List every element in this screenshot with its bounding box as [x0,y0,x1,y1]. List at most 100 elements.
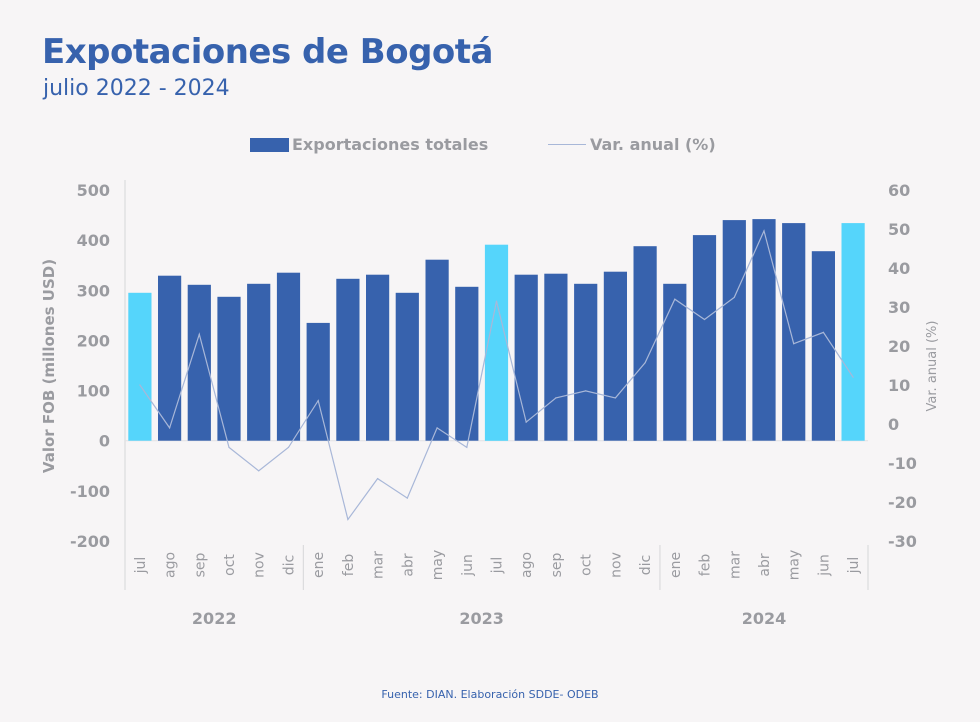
bar-series [128,219,865,441]
bar-abr-9 [395,292,419,441]
bar-sep-14 [544,273,568,441]
y-left-tick-label: 400 [77,231,110,250]
y-axis-left-title: Valor FOB (millones USD) [40,259,58,473]
bar-sep-2 [187,284,211,441]
bar-abr-21 [752,219,776,441]
x-tick-label: may [430,550,446,581]
bar-mar-20 [722,220,746,441]
y-axis-right-title: Var. anual (%) [925,321,940,412]
line-point-8 [377,478,379,480]
x-tick-label: sep [192,552,208,577]
line-point-15 [585,390,587,392]
x-tick-label: dic [638,555,654,575]
line-point-16 [614,397,617,399]
bar-feb-19 [692,235,717,441]
bar-jul-24 [841,223,865,441]
x-tick-label: ago [163,552,179,578]
y-axis-right: 60 50 40 30 20 10 0 -10 -20 -30 [888,181,917,551]
line-point-22 [793,343,795,345]
bar-oct-3 [217,296,241,441]
line-point-1 [169,427,171,429]
x-tick-label: nov [608,552,624,578]
line-point-7 [347,518,349,521]
line-point-21 [763,230,765,232]
legend-bar-swatch [250,137,289,152]
x-tick-label: mar [371,551,387,579]
x-tick-label: nov [252,552,268,578]
x-tick-label: oct [222,554,238,576]
chart-title: Expotaciones de Bogotá [42,32,493,72]
x-tick-label: feb [341,554,357,577]
bar-mar-8 [366,274,390,441]
bar-nov-16 [603,271,627,441]
y-left-tick-label: 0 [99,432,110,451]
y-left-tick-label: 200 [77,331,110,350]
x-tick-label: sep [549,552,565,577]
y-axis-left: 500 400 300 200 100 0 -100 -200 [70,181,110,551]
x-tick-label: abr [757,553,773,576]
line-point-17 [644,362,646,364]
y-left-tick-label: 100 [77,382,110,401]
x-tick-label: may [787,550,803,581]
chart-subtitle: julio 2022 - 2024 [43,76,230,101]
x-tick-label: ene [668,552,684,578]
bar-jul-12 [484,244,509,441]
line-series [139,229,854,521]
x-tick-label: jul [846,557,862,575]
line-point-18 [674,298,676,300]
bar-dic-5 [276,272,301,441]
line-point-3 [228,446,230,448]
bar-dic-17 [633,246,657,441]
y-left-tick-label: -200 [70,532,110,551]
x-tick-label: jul [490,557,506,575]
legend-item-exportaciones: Exportaciones totales [250,135,488,154]
bar-may-22 [782,223,806,441]
x-tick-label: jul [133,557,149,575]
bar-feb-7 [336,278,360,441]
line-point-12 [495,300,498,302]
bar-oct-15 [574,283,598,441]
legend-line-swatch [548,144,586,145]
bar-jun-11 [455,286,479,441]
line-point-11 [466,446,468,448]
y-left-tick-label: 300 [77,281,110,300]
y-right-tick-label: -20 [888,493,917,512]
line-point-24 [852,376,854,378]
bar-ago-1 [158,275,182,441]
x-group-label-2024: 2024 [742,609,787,628]
y-left-tick-label: 500 [77,181,110,200]
bar-jun-23 [811,251,835,441]
line-point-6 [317,400,319,402]
bar-ene-6 [306,322,330,441]
y-right-tick-label: -30 [888,532,917,551]
line-point-9 [406,497,408,499]
legend-label-exportaciones: Exportaciones totales [292,135,489,154]
line-point-0 [139,384,141,386]
line-point-4 [258,470,260,472]
x-tick-label: mar [727,551,743,579]
y-right-tick-label: 10 [888,376,910,395]
y-right-tick-label: 40 [888,259,910,278]
x-tick-label: jun [816,554,832,577]
x-tick-label: ago [519,552,535,578]
line-point-19 [703,318,706,321]
x-group-label-2023: 2023 [459,609,504,628]
x-tick-label: dic [282,555,298,575]
y-right-tick-label: 20 [888,337,910,356]
y-right-tick-label: 0 [888,415,899,434]
line-point-14 [555,397,557,399]
bar-nov-4 [247,283,271,441]
legend-item-var-anual: Var. anual (%) [548,135,716,154]
x-tick-label: feb [698,554,714,577]
x-group-label-2022: 2022 [192,609,237,628]
line-point-5 [287,446,290,448]
line-point-10 [436,427,438,429]
x-tick-label: jun [460,554,476,577]
line-point-20 [733,296,735,298]
y-right-tick-label: 30 [888,298,910,317]
y-left-tick-label: -100 [70,482,110,501]
legend: Exportaciones totales Var. anual (%) [0,135,980,157]
bar-ene-18 [663,283,687,441]
legend-label-var-anual: Var. anual (%) [590,135,716,154]
